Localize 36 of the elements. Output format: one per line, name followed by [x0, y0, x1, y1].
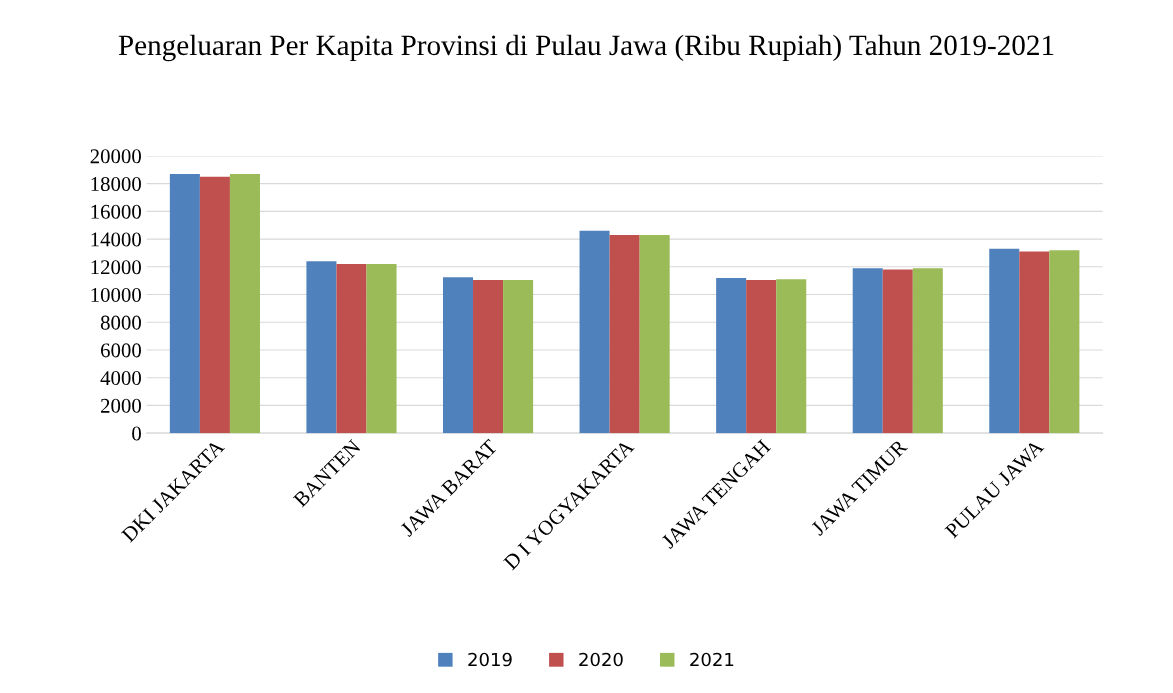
bar	[776, 279, 807, 434]
bar	[306, 261, 337, 434]
bar	[366, 264, 397, 434]
bar	[1049, 250, 1080, 434]
bar	[169, 173, 200, 434]
bar	[882, 269, 913, 434]
y-tick-label: 20000	[90, 149, 141, 164]
legend-label: 2021	[690, 652, 734, 667]
bar	[912, 268, 943, 434]
bar	[336, 264, 367, 434]
y-tick-label: 18000	[91, 177, 141, 192]
y-tick-label: 2000	[101, 398, 141, 413]
legend-label: 2019	[468, 652, 512, 667]
legend-label: 2020	[579, 652, 623, 667]
y-tick-label: 16000	[91, 204, 141, 219]
y-tick-label: 8000	[100, 315, 141, 330]
bar	[1019, 251, 1050, 434]
y-tick-label: 0	[132, 426, 141, 441]
y-tick-label: 4000	[100, 371, 141, 386]
bar	[716, 277, 747, 434]
bar	[229, 173, 260, 434]
y-tick-label: 12000	[91, 260, 141, 275]
y-tick-label: 6000	[100, 343, 141, 358]
bar	[503, 279, 534, 434]
bar	[639, 234, 670, 434]
bar	[579, 230, 610, 434]
bar	[852, 268, 883, 434]
chart-title: Pengeluaran Per Kapita Provinsi di Pulau Jawa (Ribu Rupiah) Tahun 2019-2021	[118, 34, 1054, 62]
y-tick-label: 14000	[91, 232, 141, 247]
bar	[199, 176, 230, 434]
bar	[473, 279, 504, 434]
bar	[442, 277, 474, 434]
bar	[609, 234, 640, 434]
bar	[746, 279, 777, 434]
y-tick-label: 10000	[91, 287, 141, 302]
bar	[989, 248, 1020, 434]
